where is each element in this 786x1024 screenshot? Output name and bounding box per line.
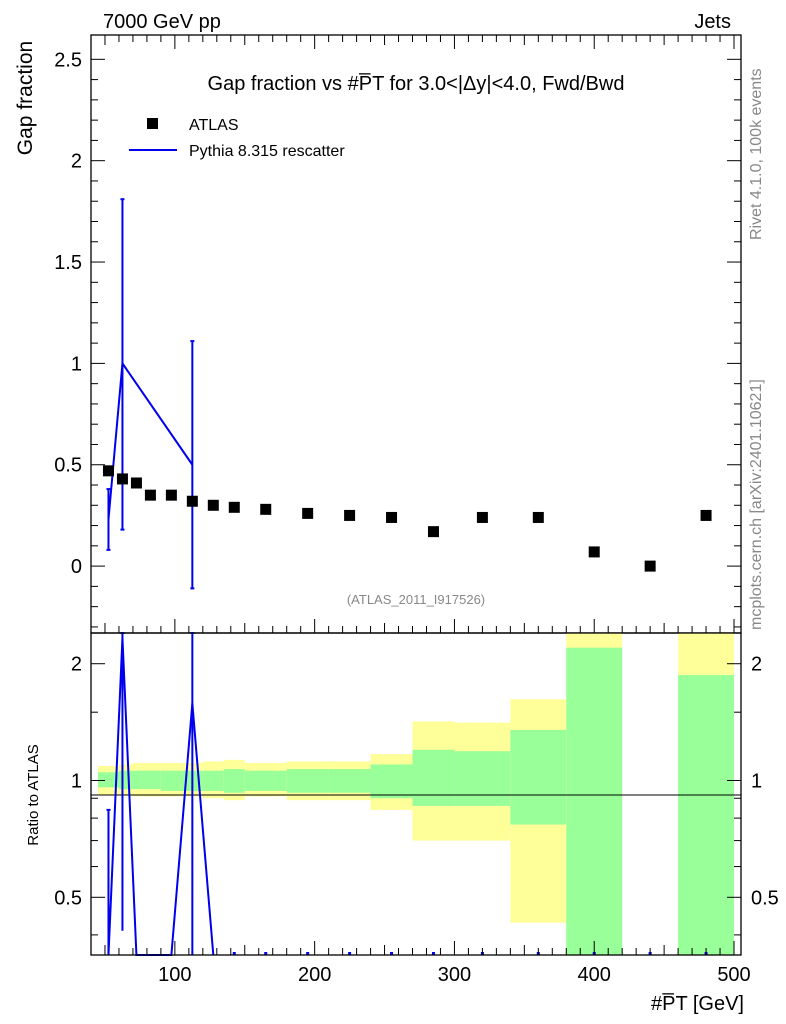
main-y-axis-label: Gap fraction <box>14 41 37 155</box>
main-y-tick-label: 1 <box>71 353 82 375</box>
atlas-data-point <box>144 489 156 501</box>
ratio-floor-marker <box>264 952 268 955</box>
main-y-tick-label: 1.5 <box>54 252 82 274</box>
ratio-y-tick-label: 1 <box>71 771 82 793</box>
legend: ATLAS Pythia 8.315 rescatter <box>129 117 345 160</box>
x-axis-ticks: 100 200 300 400 500 <box>104 35 751 986</box>
atlas-data-point <box>186 495 198 507</box>
ratio-stat-uncertainty-band <box>328 769 371 793</box>
ratio-stat-uncertainty-band <box>412 749 455 806</box>
x-tick-label: 400 <box>578 964 611 986</box>
ratio-y-ticks: 0.5 0.5 1 1 2 2 <box>54 654 779 936</box>
chart-title: Gap fraction vs #P̅T for 3.0<|Δy|<4.0, F… <box>208 72 625 95</box>
main-panel: 0 0.5 1 1.5 2 2.5 Gap fraction vs #P̅T for 3.… <box>14 34 742 634</box>
ratio-stat-uncertainty-band <box>223 769 245 793</box>
rivet-version-label: Rivet 4.1.0, 100k events <box>748 68 765 240</box>
atlas-data-point <box>130 477 142 489</box>
atlas-data-point <box>228 501 240 513</box>
main-y-tick-label: 2 <box>71 151 82 173</box>
ratio-stat-uncertainty-band <box>244 770 287 791</box>
atlas-data-point <box>165 489 177 501</box>
atlas-data-point <box>427 526 439 538</box>
main-y-tick-label: 2.5 <box>54 49 82 71</box>
atlas-data-point <box>302 507 314 519</box>
process-label: Jets <box>694 11 731 33</box>
ratio-stat-uncertainty-band <box>286 769 329 793</box>
atlas-data-point <box>700 509 712 521</box>
atlas-data-point <box>476 511 488 523</box>
x-axis-label: #P̅T [GeV] <box>651 992 744 1015</box>
x-tick-label: 100 <box>158 964 191 986</box>
mcplots-source-label: mcplots.cern.ch [arXiv:2401.10621] <box>748 379 765 630</box>
ratio-y-tick-label: 0.5 <box>54 887 82 909</box>
ratio-floor-marker <box>348 952 352 955</box>
ratio-floor-marker <box>232 952 236 955</box>
ratio-frame <box>90 632 742 956</box>
ratio-panel: 0.5 0.5 1 1 2 2 100 200 300 400 500 Ratio to ATLA… <box>25 35 779 1015</box>
ratio-uncertainty-bands <box>97 633 735 955</box>
atlas-data-point <box>116 473 128 485</box>
main-marks <box>102 198 712 590</box>
ratio-stat-uncertainty-band <box>132 770 161 790</box>
x-tick-label: 500 <box>717 964 750 986</box>
atlas-data-point <box>386 511 398 523</box>
ratio-stat-uncertainty-band <box>454 751 511 806</box>
legend-pythia-label: Pythia 8.315 rescatter <box>189 143 345 160</box>
atlas-data-point <box>102 465 114 477</box>
ratio-y-axis-label: Ratio to ATLAS <box>25 744 42 845</box>
ratio-stat-uncertainty-band <box>566 647 623 955</box>
ratio-stat-uncertainty-band <box>370 764 413 799</box>
atlas-data-point <box>532 511 544 523</box>
ratio-pythia-line <box>107 637 215 956</box>
atlas-data-point <box>644 560 656 572</box>
ratio-floor-marker <box>390 952 394 955</box>
ratio-stat-uncertainty-band <box>160 770 203 791</box>
atlas-data-point <box>344 509 356 521</box>
ratio-floor-marker <box>431 952 435 955</box>
ratio-stat-uncertainty-band <box>510 729 567 825</box>
analysis-watermark: (ATLAS_2011_I917526) <box>347 592 485 607</box>
energy-label: 7000 GeV pp <box>103 11 221 33</box>
atlas-data-point <box>588 546 600 558</box>
ratio-stat-uncertainty-band <box>202 770 224 791</box>
ratio-stat-uncertainty-band <box>118 770 133 790</box>
main-y-tick-label: 0.5 <box>54 455 82 477</box>
legend-atlas-marker <box>147 118 158 129</box>
ratio-stat-uncertainty-band <box>678 675 735 955</box>
atlas-data-point <box>207 499 219 511</box>
ratio-y-tick-label-right: 1 <box>751 771 762 793</box>
ratio-stat-uncertainty-band <box>97 772 119 788</box>
ratio-y-tick-label-right: 2 <box>751 654 762 676</box>
ratio-floor-marker <box>306 952 310 955</box>
legend-atlas-label: ATLAS <box>189 117 239 134</box>
ratio-y-tick-label-right: 0.5 <box>751 887 779 909</box>
main-y-ticks: 0 0.5 1 1.5 2 2.5 <box>54 49 741 628</box>
ratio-y-tick-label: 2 <box>71 654 82 676</box>
x-tick-label: 300 <box>438 964 471 986</box>
main-y-tick-label: 0 <box>71 556 82 578</box>
atlas-data-point <box>260 503 272 515</box>
x-tick-label: 200 <box>298 964 331 986</box>
